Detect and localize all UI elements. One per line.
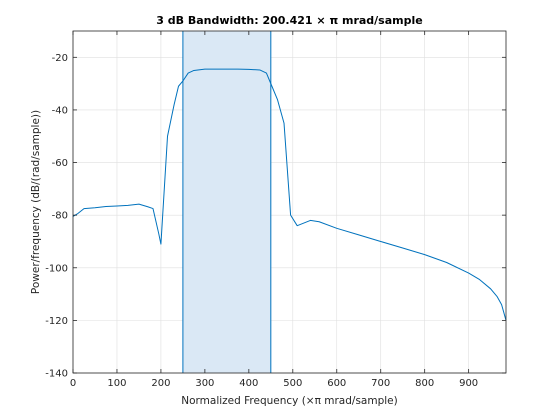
x-axis-label: Normalized Frequency (×π mrad/sample) bbox=[181, 395, 397, 407]
psd-line-series-1 bbox=[72, 68, 507, 321]
axes-box bbox=[72, 30, 507, 374]
x-tick-label: 500 bbox=[283, 378, 302, 389]
x-tick-label: 400 bbox=[239, 378, 258, 389]
x-tick-label: 200 bbox=[151, 378, 170, 389]
x-tick-label: 900 bbox=[459, 378, 478, 389]
y-tick-label: -40 bbox=[52, 105, 68, 116]
x-tick-label: 300 bbox=[195, 378, 214, 389]
chart-title: 3 dB Bandwidth: 200.421 × π mrad/sample bbox=[156, 14, 422, 27]
y-tick-label: -20 bbox=[52, 53, 68, 64]
bandwidth-fill bbox=[182, 31, 271, 373]
grid bbox=[72, 31, 506, 374]
x-tick-label: 700 bbox=[371, 378, 390, 389]
y-tick-label: -80 bbox=[52, 211, 68, 222]
x-tick-label: 600 bbox=[327, 378, 346, 389]
y-tick-label: -120 bbox=[45, 316, 68, 327]
series-group bbox=[72, 68, 507, 321]
x-tick-label: 0 bbox=[70, 378, 76, 389]
x-tick-label: 100 bbox=[107, 378, 126, 389]
y-tick-label: -60 bbox=[52, 158, 68, 169]
y-tick-label: -100 bbox=[45, 263, 68, 274]
x-tick-label: 800 bbox=[415, 378, 434, 389]
y-axis-label: Power/frequency (dB/(rad/sample)) bbox=[30, 110, 42, 294]
bandwidth-region bbox=[182, 31, 272, 373]
ticks: 0 100 200 300 400 500 600 700 800 900 -20 -40 -60 -80… bbox=[45, 31, 506, 389]
y-tick-label: -140 bbox=[45, 369, 68, 380]
